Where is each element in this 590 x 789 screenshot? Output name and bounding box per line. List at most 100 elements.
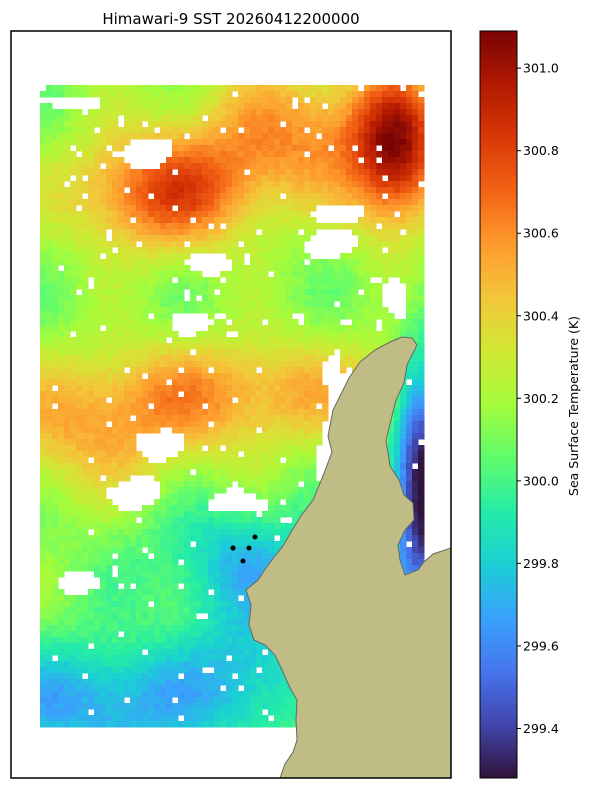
- sst-cell: [250, 139, 257, 146]
- sst-cell: [190, 187, 197, 194]
- sst-cell: [286, 499, 293, 506]
- sst-cell: [46, 109, 53, 116]
- sst-cell: [220, 193, 227, 200]
- sst-cell: [304, 493, 311, 500]
- sst-cell: [202, 469, 209, 476]
- sst-cell: [244, 331, 251, 338]
- sst-cell: [310, 223, 317, 230]
- sst-cell: [166, 157, 173, 164]
- sst-cell: [178, 493, 185, 500]
- sst-cell: [400, 97, 407, 104]
- sst-cell: [142, 283, 149, 290]
- sst-cell: [166, 187, 173, 194]
- sst-cell: [52, 325, 59, 332]
- sst-cell: [196, 235, 203, 242]
- sst-cell: [268, 499, 275, 506]
- sst-cell: [172, 259, 179, 266]
- sst-cell: [376, 259, 383, 266]
- sst-cell: [40, 475, 47, 482]
- sst-cell: [94, 181, 101, 188]
- sst-cell: [238, 583, 245, 590]
- sst-cell: [154, 121, 161, 128]
- sst-cell: [124, 421, 131, 428]
- sst-cell: [208, 427, 215, 434]
- sst-cell: [40, 427, 47, 434]
- sst-cell: [58, 247, 65, 254]
- sst-cell: [94, 445, 101, 452]
- sst-cell: [166, 541, 173, 548]
- sst-cell: [124, 301, 131, 308]
- sst-cell: [70, 613, 77, 620]
- sst-cell: [220, 595, 227, 602]
- sst-cell: [124, 523, 131, 530]
- sst-cell: [178, 289, 185, 296]
- sst-cell: [154, 337, 161, 344]
- sst-cell: [154, 223, 161, 230]
- sst-cell: [268, 121, 275, 128]
- sst-cell: [256, 331, 263, 338]
- sst-cell: [148, 385, 155, 392]
- sst-cell: [418, 121, 425, 128]
- sst-cell: [274, 163, 281, 170]
- sst-cell: [418, 319, 425, 326]
- sst-cell: [394, 217, 401, 224]
- sst-cell: [214, 469, 221, 476]
- sst-cell: [40, 439, 47, 446]
- sst-cell: [172, 121, 179, 128]
- sst-cell: [142, 601, 149, 608]
- sst-cell: [316, 391, 323, 398]
- sst-cell: [46, 559, 53, 566]
- sst-cell: [58, 223, 65, 230]
- sst-cell: [286, 145, 293, 152]
- sst-cell: [292, 175, 299, 182]
- sst-cell: [232, 457, 239, 464]
- sst-cell: [130, 439, 137, 446]
- sst-cell: [64, 313, 71, 320]
- sst-cell: [106, 565, 113, 572]
- sst-cell: [130, 457, 137, 464]
- sst-cell: [196, 469, 203, 476]
- sst-cell: [88, 313, 95, 320]
- sst-cell: [166, 289, 173, 296]
- sst-cell: [160, 283, 167, 290]
- sst-cell: [118, 541, 125, 548]
- sst-cell: [76, 433, 83, 440]
- sst-cell: [370, 121, 377, 128]
- sst-cell: [58, 457, 65, 464]
- sst-cell: [232, 319, 239, 326]
- sst-cell: [376, 301, 383, 308]
- sst-cell: [406, 277, 413, 284]
- sst-cell: [274, 151, 281, 158]
- sst-cell: [166, 457, 173, 464]
- sst-cell: [322, 391, 329, 398]
- sst-cell: [58, 571, 65, 578]
- sst-cell: [244, 421, 251, 428]
- sst-cell: [196, 355, 203, 362]
- sst-cell: [160, 421, 167, 428]
- sst-cell: [154, 571, 161, 578]
- sst-cell: [352, 313, 359, 320]
- sst-cell: [250, 217, 257, 224]
- sst-cell: [346, 85, 353, 92]
- sst-cell: [130, 607, 137, 614]
- sst-cell: [136, 457, 143, 464]
- sst-cell: [238, 481, 245, 488]
- sst-cell: [46, 337, 53, 344]
- sst-cell: [160, 469, 167, 476]
- sst-cell: [196, 175, 203, 182]
- sst-cell: [412, 541, 419, 548]
- sst-cell: [334, 115, 341, 122]
- sst-cell: [190, 121, 197, 128]
- sst-cell: [376, 109, 383, 116]
- sst-cell: [154, 589, 161, 596]
- sst-cell: [64, 607, 71, 614]
- sst-cell: [106, 205, 113, 212]
- sst-cell: [58, 547, 65, 554]
- sst-cell: [382, 277, 389, 284]
- sst-cell: [406, 367, 413, 374]
- sst-cell: [274, 295, 281, 302]
- sst-cell: [268, 235, 275, 242]
- sst-cell: [100, 367, 107, 374]
- sst-cell: [124, 229, 131, 236]
- sst-cell: [262, 127, 269, 134]
